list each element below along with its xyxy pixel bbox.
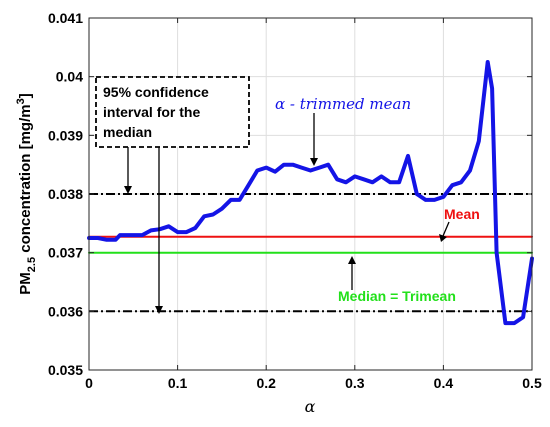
y-tick-label: 0.035: [48, 362, 83, 378]
ci-arrow-upper-head: [124, 186, 132, 194]
ci-annotation-line-2: interval for the: [103, 104, 200, 120]
series-line-trimmed-mean: [87, 60, 534, 326]
y-tick-label: 0.037: [48, 245, 83, 261]
y-axis-label-post: ]: [17, 93, 34, 98]
annotation-arrows: [124, 113, 450, 314]
x-tick-label: 0.1: [168, 375, 188, 391]
y-axis-label-sup: 3: [15, 98, 27, 104]
ci-arrow-lower-head: [155, 306, 163, 314]
y-tick-label: 0.036: [48, 303, 83, 319]
x-tick-labels: 0 0.1 0.2 0.3 0.4 0.5: [85, 18, 542, 391]
y-tick-labels: 0.035 0.036 0.037 0.038 0.039 0.04 0.041: [48, 10, 532, 378]
y-axis-label-mid: concentration [mg/m: [17, 104, 34, 257]
y-tick-label: 0.038: [48, 186, 83, 202]
median-arrow-head: [348, 256, 356, 264]
y-axis-label-sub: 2.5: [26, 257, 38, 272]
trimmed-mean-annotation: α - trimmed mean: [275, 95, 411, 113]
trimmed-mean-arrow-head: [310, 158, 318, 166]
y-axis-label-pre: PM: [17, 272, 34, 295]
mean-arrow-head: [439, 234, 447, 242]
mean-annotation: Mean: [444, 206, 480, 222]
y-tick-label: 0.041: [48, 10, 83, 26]
y-tick-label: 0.04: [56, 69, 83, 85]
ci-annotation-line-1: 95% confidence: [103, 84, 209, 100]
ci-annotation-line-3: median: [103, 124, 152, 140]
series-group: [87, 60, 534, 326]
mean-arrow-shaft: [442, 221, 450, 237]
y-axis-label: PM2.5 concentration [mg/m3]: [15, 93, 38, 294]
median-annotation: Median = Trimean: [338, 288, 456, 304]
x-tick-label: 0.3: [345, 375, 365, 391]
x-tick-label: 0.4: [434, 375, 454, 391]
x-tick-label: 0: [85, 375, 93, 391]
x-tick-label: 0.2: [256, 375, 276, 391]
ci-annotation-box: [95, 76, 250, 148]
y-tick-label: 0.039: [48, 127, 83, 143]
x-tick-label: 0.5: [522, 375, 542, 391]
x-axis-label: α: [305, 397, 316, 416]
